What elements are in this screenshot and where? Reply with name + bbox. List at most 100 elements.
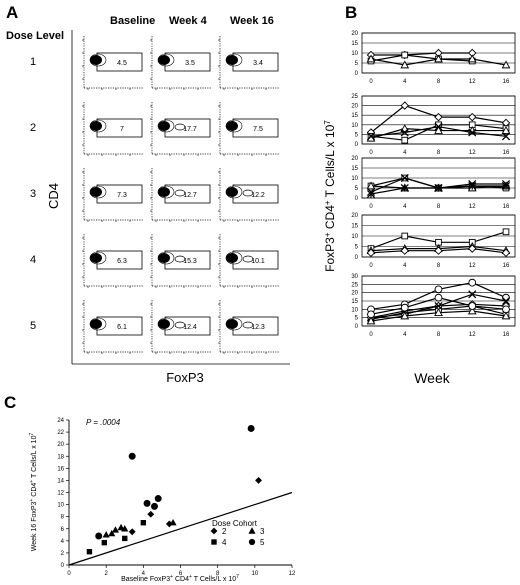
flow-population: [158, 319, 170, 329]
dose-level-2: 2: [30, 122, 36, 134]
flow-population: [90, 319, 102, 329]
c-point-cohort-3: [108, 529, 116, 537]
x-tick-label: 4: [403, 204, 407, 210]
y-tick-label: 10: [351, 234, 358, 240]
point-diamond: [501, 248, 511, 258]
dose-level-1: 1: [30, 56, 36, 68]
c-y-tick-label: 18: [57, 454, 64, 460]
x-tick-label: 16: [503, 204, 510, 210]
gate-percentage: 15.3: [183, 258, 197, 265]
c-point-cohort-2: [255, 476, 262, 484]
point-asterisk: [366, 189, 376, 199]
c-point-cohort-5: [95, 532, 103, 540]
flow-population: [226, 55, 238, 65]
point-triangle: [434, 126, 443, 134]
flow-plot-dose4-col1: 6.3: [82, 234, 144, 288]
point-x: [434, 301, 443, 311]
c-point-cohort-4: [86, 549, 93, 555]
dose-level-4: 4: [30, 254, 36, 266]
y-tick-label: 20: [351, 31, 358, 37]
panel-b-xlabel: Week: [414, 370, 451, 386]
point-x: [400, 173, 409, 183]
flow-contour: [225, 317, 243, 331]
point-x: [434, 122, 443, 131]
c-y-tick-label: 16: [57, 466, 64, 472]
point-x: [501, 132, 511, 141]
flow-plot-dose1-col2: 3.5: [150, 36, 212, 90]
c-y-tick-label: 8: [61, 515, 65, 521]
c-point-cohort-4: [140, 520, 147, 526]
flow-population: [158, 55, 170, 65]
flow-plot-dose1-col3: 3.4: [218, 36, 280, 90]
gate-percentage: 7: [120, 126, 124, 133]
point-circle: [468, 278, 477, 287]
flow-plot-dose3-col1: 7.3: [82, 168, 144, 222]
y-tick-label: 20: [351, 213, 358, 219]
point-diamond: [434, 112, 443, 122]
c-point-cohort-3: [111, 526, 120, 533]
y-tick-label: 15: [351, 41, 358, 47]
point-asterisk: [468, 181, 477, 191]
col-header-week16: Week 16: [230, 15, 274, 27]
c-y-tick-label: 24: [57, 418, 64, 424]
gate-percentage: 3.4: [253, 60, 263, 67]
c-point-cohort-5: [143, 499, 151, 507]
point-asterisk: [434, 183, 443, 193]
point-x: [468, 128, 477, 137]
flow-plots: 4.5 3.5 3.4 7 17.7 7.5 7.3 12.7 12.2 6.3 15.3 10.1 6…: [82, 36, 280, 354]
x-tick-label: 12: [469, 263, 476, 269]
x-tick-label: 4: [403, 79, 407, 85]
y-tick-label: 25: [351, 282, 358, 288]
y-tick-label: 15: [351, 166, 358, 172]
flow-contour: [89, 185, 107, 199]
point-circle-open: [502, 305, 510, 314]
x-tick-label: 12: [469, 204, 476, 210]
flow-plot-dose5-col2: 12.4: [150, 300, 212, 354]
x-tick-label: 12: [469, 332, 476, 338]
legend-label-2: 2: [222, 527, 227, 536]
flow-contour: [174, 189, 186, 197]
y-tick-label: 5: [355, 316, 359, 322]
flow-plot-dose3-col2: 12.7: [150, 168, 212, 222]
y-tick-label: 20: [351, 156, 358, 162]
point-diamond: [434, 246, 443, 255]
x-tick-label: 8: [437, 79, 441, 85]
x-tick-label: 4: [403, 263, 407, 269]
flow-contour: [225, 53, 243, 67]
point-triangle: [400, 311, 410, 320]
point-triangle: [366, 54, 376, 63]
y-tick-label: 15: [351, 224, 358, 230]
gate-percentage: 12.7: [183, 192, 197, 199]
panel-b-dose4: 0 5 10 15 20 0 4 8 12 16: [351, 213, 516, 269]
y-tick-label: 5: [355, 61, 359, 67]
flow-population: [226, 121, 238, 131]
y-tick-label: 0: [355, 255, 359, 261]
panel-b-dose2: 0 5 10 15 20 25 0 4 8 12 16: [351, 94, 516, 156]
point-triangle: [434, 308, 443, 316]
flow-contour: [89, 317, 107, 331]
flow-plot-dose2-col3: 7.5: [218, 102, 280, 156]
point-x: [400, 128, 409, 137]
c-y-tick-label: 20: [57, 442, 64, 448]
c-y-tick-label: 0: [61, 563, 65, 569]
x-tick-label: 0: [369, 263, 373, 269]
flow-population: [90, 121, 102, 131]
flow-contour: [157, 53, 175, 67]
point-triangle: [366, 181, 376, 190]
c-point-cohort-3: [169, 518, 177, 526]
flow-population: [226, 253, 238, 263]
gate-percentage: 17.7: [183, 126, 197, 133]
c-y-tick-label: 12: [57, 491, 64, 497]
panel-c-label: C: [4, 393, 16, 412]
y-tick-label: 20: [351, 104, 358, 110]
point-asterisk: [501, 181, 511, 191]
identity-line: [68, 491, 293, 566]
c-point-cohort-3: [102, 531, 110, 538]
c-point-cohort-5: [154, 495, 162, 503]
flow-contour: [174, 123, 186, 131]
legend-label-5: 5: [260, 538, 265, 547]
point-circle-open: [468, 302, 477, 310]
flow-population: [90, 187, 102, 197]
c-x-tick-label: 0: [67, 571, 71, 577]
legend-label-3: 3: [260, 527, 265, 536]
